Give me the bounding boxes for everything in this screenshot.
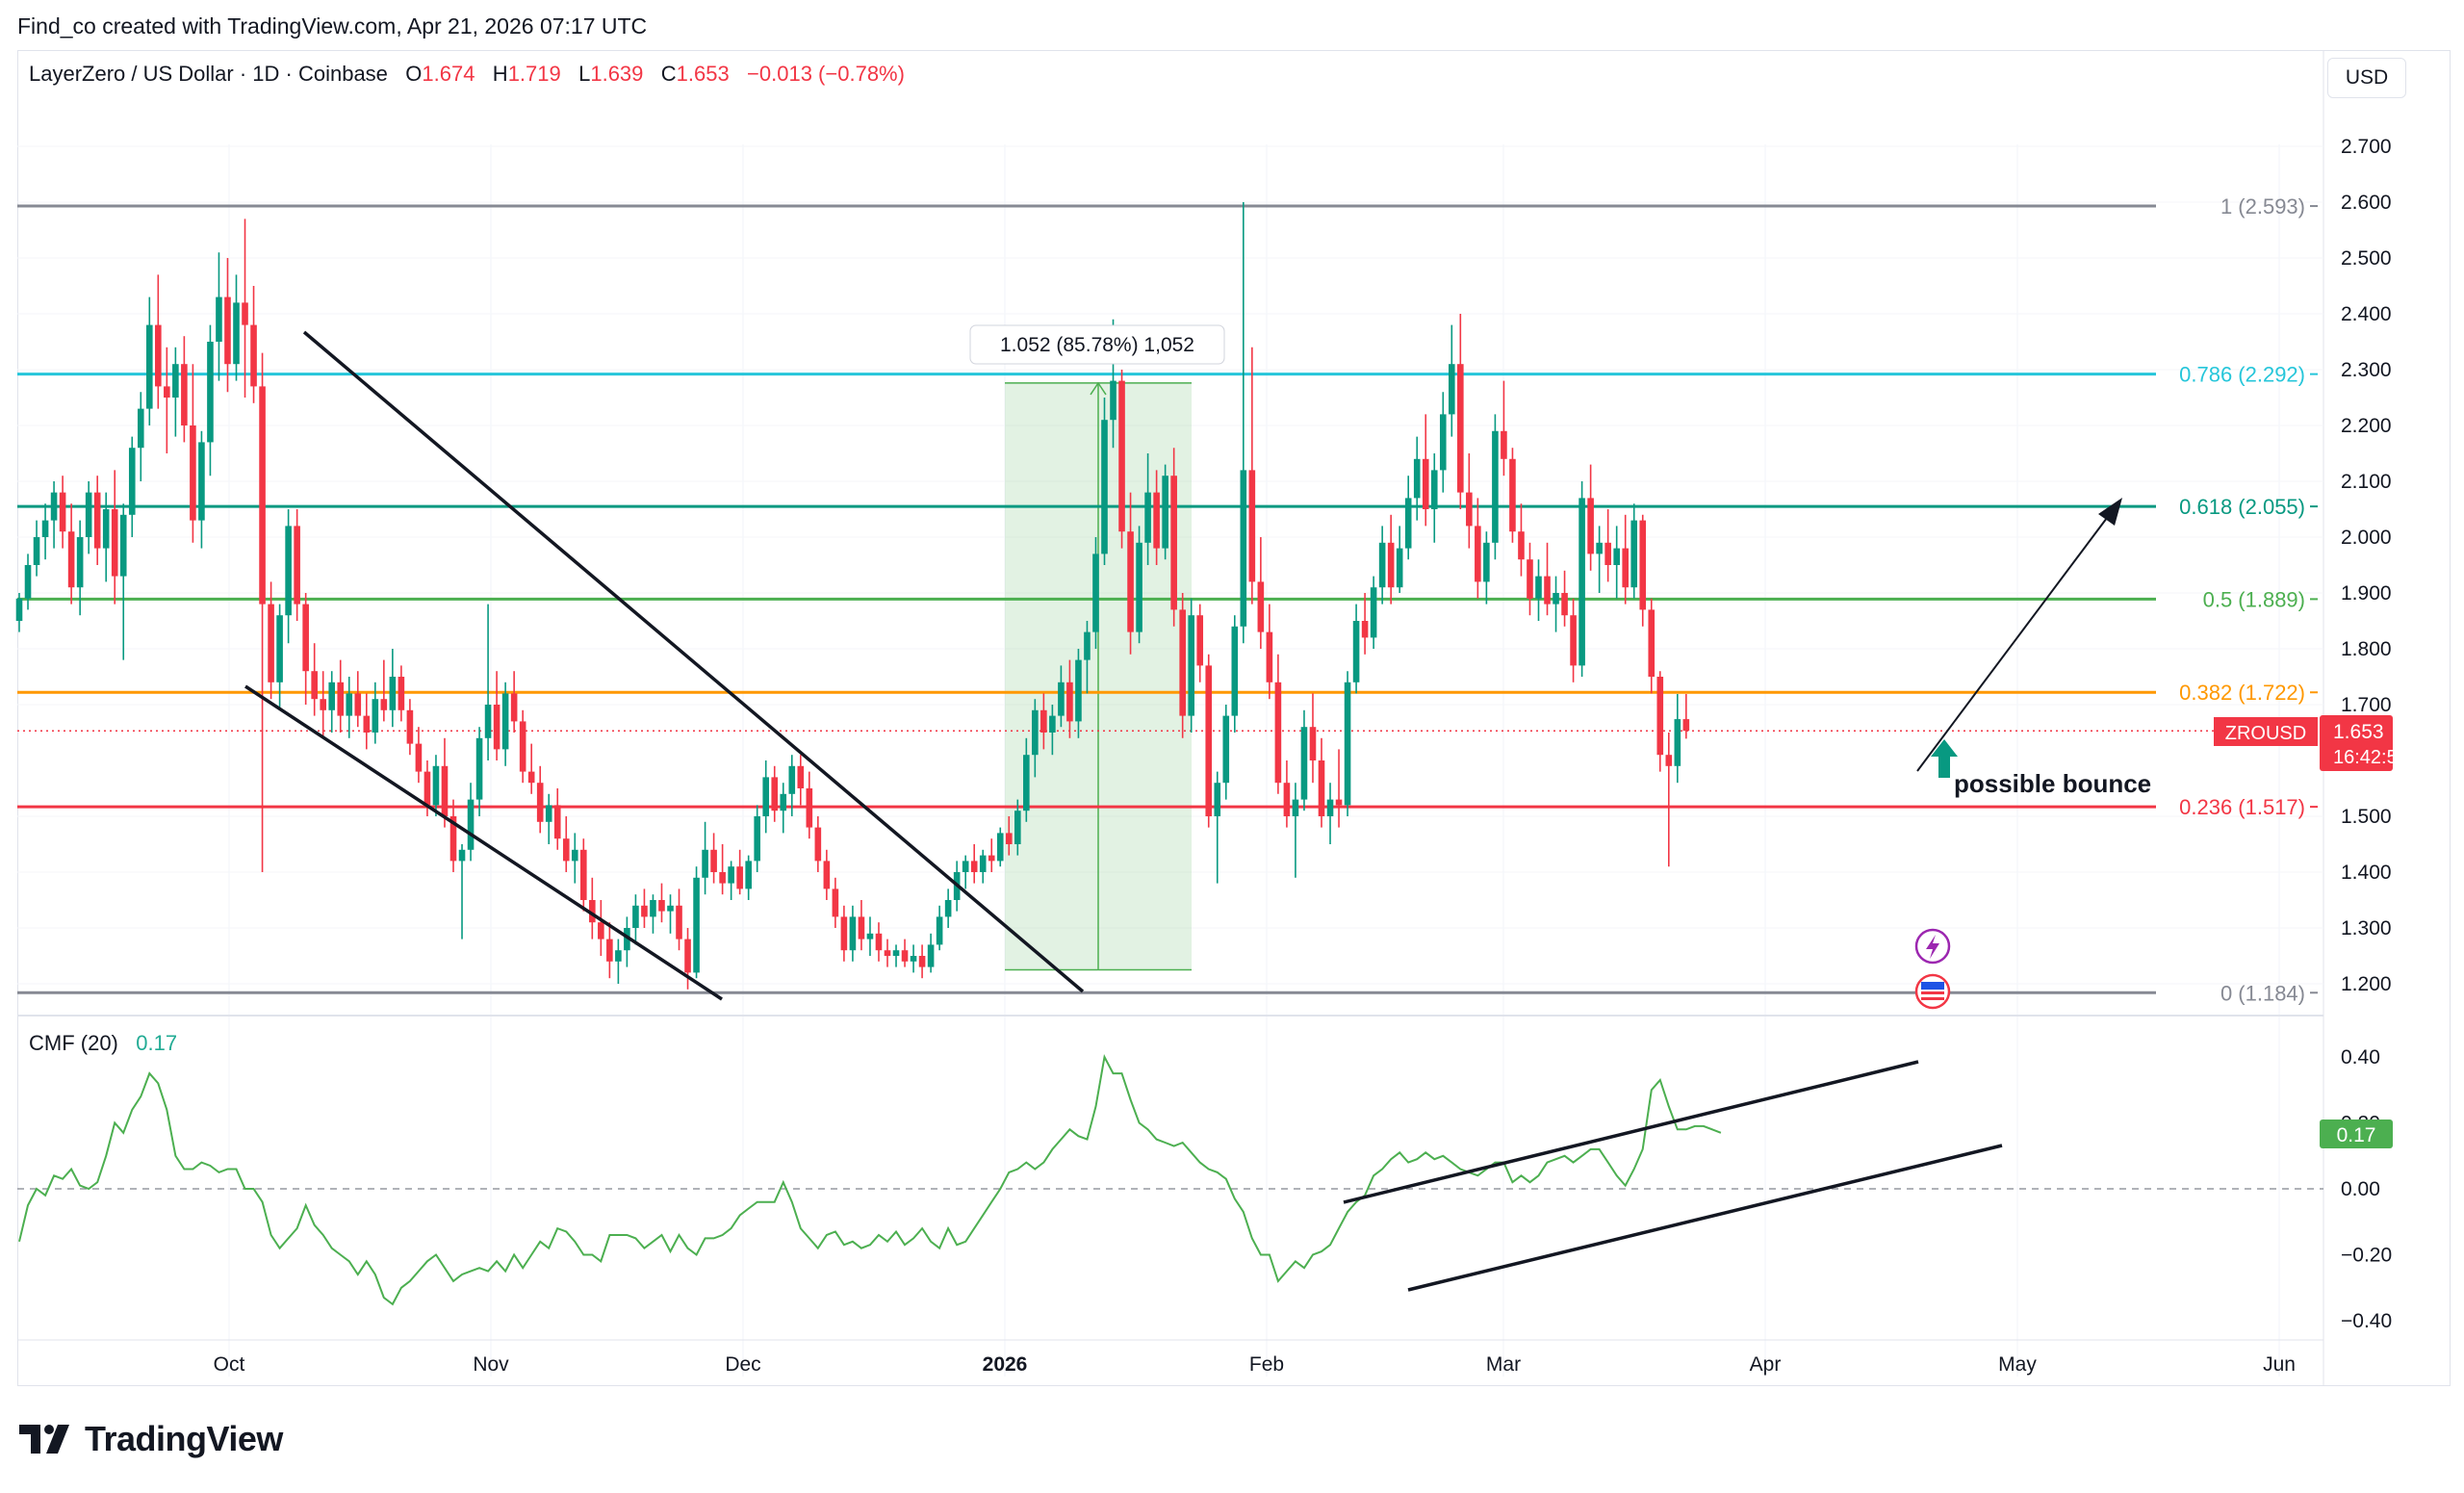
open-value: 1.674 <box>422 62 475 86</box>
tradingview-brand[interactable]: TradingView <box>19 1419 283 1459</box>
high-value: 1.719 <box>507 62 561 86</box>
chart-frame[interactable] <box>17 50 2451 1386</box>
symbol-legend: LayerZero / US Dollar · 1D · Coinbase O1… <box>29 62 905 87</box>
symbol-title: LayerZero / US Dollar · 1D · Coinbase <box>29 62 388 86</box>
high-label: H <box>492 62 508 86</box>
cmf-value: 0.17 <box>136 1031 178 1055</box>
currency-button[interactable]: USD <box>2327 58 2406 98</box>
low-label: L <box>578 62 591 86</box>
cmf-label: CMF (20) <box>29 1031 118 1055</box>
tradingview-wordmark: TradingView <box>85 1419 283 1458</box>
change-value: −0.013 (−0.78%) <box>747 62 905 86</box>
open-label: O <box>405 62 423 86</box>
close-label: C <box>660 62 677 86</box>
tradingview-logo-icon <box>19 1425 69 1454</box>
low-value: 1.639 <box>590 62 644 86</box>
close-value: 1.653 <box>676 62 730 86</box>
cmf-legend: CMF (20) 0.17 <box>29 1031 177 1056</box>
chart-caption: Find_co created with TradingView.com, Ap… <box>17 13 648 39</box>
